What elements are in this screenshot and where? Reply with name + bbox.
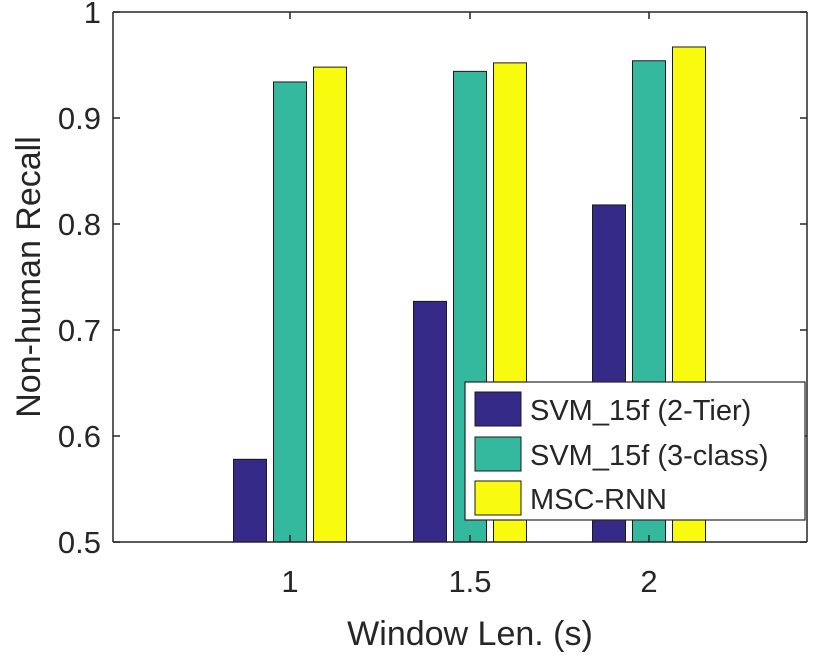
legend-swatch-1 [474, 391, 522, 427]
bar-series-1-cat-1 [233, 458, 267, 543]
bar-series-2-cat-1 [273, 81, 307, 543]
legend-label-3: MSC-RNN [530, 484, 667, 516]
x-ticks: 1 1.5 2 [281, 12, 658, 599]
legend-swatch-3 [474, 480, 522, 516]
x-axis-label: Window Len. (s) [347, 615, 593, 653]
y-tick-label: 0.6 [58, 419, 101, 454]
y-tick-label: 0.9 [58, 101, 101, 136]
y-axis-label: Non-human Recall [10, 136, 48, 418]
legend-swatch-2 [474, 436, 522, 472]
x-tick-label: 1 [281, 564, 298, 599]
y-ticks: 0.5 0.6 0.7 0.8 0.9 1 [58, 0, 807, 560]
legend-box [464, 381, 806, 521]
y-tick-label: 0.7 [58, 313, 101, 348]
bar-series-3-cat-1 [313, 66, 347, 543]
legend-label-1: SVM_15f (2-Tier) [530, 395, 751, 427]
x-tick-label: 2 [640, 564, 657, 599]
bar-series-1-cat-2 [413, 300, 447, 543]
axes-group [112, 11, 808, 543]
x-tick-label: 1.5 [448, 564, 491, 599]
legend: SVM_15f (2-Tier) SVM_15f (3-class) MSC-RNN [464, 381, 806, 521]
y-tick-label: 1 [84, 0, 101, 30]
y-tick-label: 0.8 [58, 207, 101, 242]
y-tick-label: 0.5 [58, 525, 101, 560]
legend-label-2: SVM_15f (3-class) [530, 440, 769, 472]
